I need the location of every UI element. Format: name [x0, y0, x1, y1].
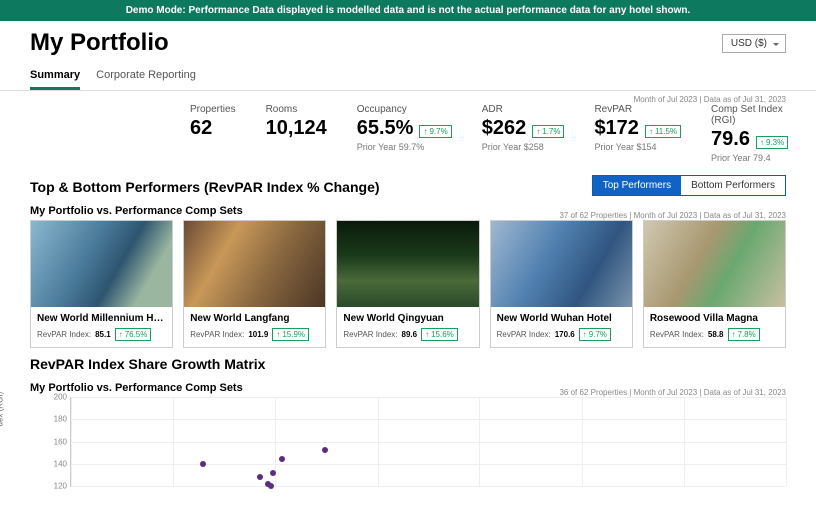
property-name: New World Millennium Hong Ko... [37, 313, 166, 324]
up-badge: 11.5% [645, 125, 681, 138]
metric-value: 79.6 [711, 128, 750, 151]
page-title: My Portfolio [30, 29, 169, 57]
metric-value: 10,124 [266, 117, 327, 140]
property-card[interactable]: New World Millennium Hong Ko... RevPAR In… [30, 220, 173, 348]
property-index: RevPAR Index: 101.915.9% [190, 328, 319, 341]
metric-value: 62 [190, 117, 212, 140]
y-tick: 200 [54, 393, 71, 402]
property-image [31, 221, 172, 307]
scatter-point[interactable] [268, 483, 274, 489]
currency-select[interactable]: USD ($) [722, 34, 786, 53]
up-badge: 15.9% [272, 328, 309, 341]
up-badge: 9.7% [419, 125, 451, 138]
scatter-point[interactable] [270, 470, 276, 476]
property-index: RevPAR Index: 170.69.7% [497, 328, 626, 341]
property-index: RevPAR Index: 85.176.5% [37, 328, 166, 341]
property-name: New World Langfang [190, 313, 319, 324]
prior-year: Prior Year 59.7% [357, 142, 452, 152]
metric-label: Comp Set Index (RGI) [711, 104, 788, 126]
data-timestamp: Month of Jul 2023 | Data as of Jul 31, 2… [0, 91, 816, 104]
metric-rgi: Comp Set Index (RGI) 79.6 9.3% Prior Year… [711, 104, 788, 163]
toggle-top[interactable]: Top Performers [593, 176, 681, 195]
property-name: Rosewood Villa Magna [650, 313, 779, 324]
metric-occupancy: Occupancy 65.5% 9.7% Prior Year 59.7% [357, 104, 452, 163]
toggle-bottom[interactable]: Bottom Performers [681, 176, 785, 195]
y-axis-label: dex (RGI) [0, 392, 5, 427]
y-tick: 180 [54, 415, 71, 424]
property-image [644, 221, 785, 307]
scatter-point[interactable] [279, 456, 285, 462]
metric-revpar: RevPAR $172 11.5% Prior Year $154 [594, 104, 681, 163]
property-name: New World Qingyuan [343, 313, 472, 324]
scatter-point[interactable] [200, 461, 206, 467]
property-name: New World Wuhan Hotel [497, 313, 626, 324]
demo-banner: Demo Mode: Performance Data displayed is… [0, 0, 816, 21]
up-badge: 9.3% [756, 136, 788, 149]
metric-label: RevPAR [594, 104, 681, 115]
section-title-performers: Top & Bottom Performers (RevPAR Index % … [30, 171, 410, 199]
prior-year: Prior Year $154 [594, 142, 681, 152]
metric-properties: Properties 62 [190, 104, 236, 163]
up-badge: 7.8% [728, 328, 760, 341]
metric-value: 65.5% [357, 117, 414, 140]
prior-year: Prior Year 79.4 [711, 153, 788, 163]
property-card[interactable]: New World Langfang RevPAR Index: 101.915.… [183, 220, 326, 348]
section-title-matrix: RevPAR Index Share Growth Matrix [0, 348, 816, 376]
performers-toggle: Top Performers Bottom Performers [592, 175, 786, 196]
prior-year: Prior Year $258 [482, 142, 565, 152]
metric-value: $262 [482, 117, 527, 140]
y-tick: 140 [54, 459, 71, 468]
scatter-chart: 200180160140120 [70, 397, 786, 487]
property-image [337, 221, 478, 307]
tab-corporate[interactable]: Corporate Reporting [96, 63, 196, 90]
property-card[interactable]: Rosewood Villa Magna RevPAR Index: 58.87.… [643, 220, 786, 348]
property-index: RevPAR Index: 89.615.6% [343, 328, 472, 341]
metric-value: $172 [594, 117, 639, 140]
up-badge: 76.5% [115, 328, 152, 341]
property-card[interactable]: New World Wuhan Hotel RevPAR Index: 170.6… [490, 220, 633, 348]
y-tick: 120 [54, 482, 71, 491]
scatter-point[interactable] [322, 447, 328, 453]
metric-label: ADR [482, 104, 565, 115]
scatter-point[interactable] [257, 474, 263, 480]
metric-label: Rooms [266, 104, 327, 115]
metric-label: Properties [190, 104, 236, 115]
tab-summary[interactable]: Summary [30, 63, 80, 90]
y-tick: 160 [54, 437, 71, 446]
metric-label: Occupancy [357, 104, 452, 115]
metric-rooms: Rooms 10,124 [266, 104, 327, 163]
up-badge: 9.7% [579, 328, 611, 341]
metric-adr: ADR $262 1.7% Prior Year $258 [482, 104, 565, 163]
property-card[interactable]: New World Qingyuan RevPAR Index: 89.615.6… [336, 220, 479, 348]
up-badge: 1.7% [532, 125, 564, 138]
property-image [184, 221, 325, 307]
property-image [491, 221, 632, 307]
property-index: RevPAR Index: 58.87.8% [650, 328, 779, 341]
up-badge: 15.6% [421, 328, 458, 341]
